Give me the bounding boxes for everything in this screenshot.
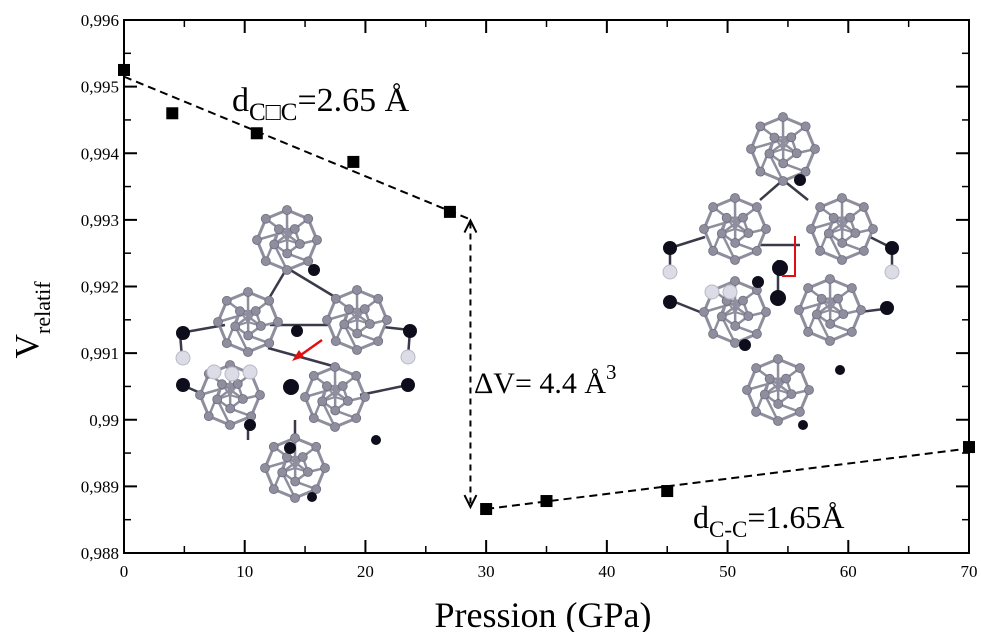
carborane-cage	[746, 112, 820, 186]
x-tick-label: 20	[357, 562, 374, 581]
carbon-atom	[880, 301, 894, 315]
carborane-cage	[252, 205, 322, 275]
carbon-atom	[283, 379, 299, 395]
bond-marker	[782, 236, 796, 277]
carbon-atom	[176, 326, 190, 340]
hydrogen-atom	[206, 364, 222, 380]
x-axis-title: Pression (GPa)	[435, 595, 652, 632]
carbon-atom	[772, 260, 788, 276]
y-tick-label: 0,988	[81, 544, 119, 563]
svg-text:Vrelatif: Vrelatif	[9, 281, 55, 359]
hydrogen-atom	[175, 350, 191, 366]
carborane-cage	[195, 360, 265, 430]
y-tick-label: 0,995	[81, 78, 119, 97]
hydrogen-atom	[400, 349, 416, 365]
y-axis-title: Vrelatif	[9, 281, 55, 359]
carborane-cage	[322, 285, 392, 355]
carbon-atom	[663, 295, 677, 309]
x-tick-label: 70	[961, 562, 978, 581]
x-tick-label: 50	[719, 562, 736, 581]
annotation-lower-d: dC-C=1.65Å	[693, 499, 845, 542]
data-point	[540, 495, 553, 508]
annotation-delta-v: ΔV= 4.4 Å3	[474, 360, 617, 400]
carborane-cage	[699, 193, 771, 265]
carbon-atom	[663, 241, 677, 255]
hydrogen-atom	[242, 364, 258, 380]
arrow-head-down	[463, 494, 478, 510]
carbon-atom	[307, 492, 317, 502]
fit-lines	[123, 75, 970, 511]
carborane-cage	[213, 287, 283, 357]
carbon-atom	[401, 378, 415, 392]
axes: 0 10 20 30 40 50 60 70 0,988 0,989 0,99 0,991 0,992 0…	[81, 11, 978, 581]
y-tick-label: 0,996	[81, 11, 119, 30]
hydrogen-atom	[884, 264, 900, 280]
carbon-atom	[885, 241, 899, 255]
y-tick-label: 0,99	[89, 411, 119, 430]
carbon-atom	[770, 290, 786, 306]
carborane-cage	[260, 433, 330, 503]
crystal-structure	[662, 112, 900, 430]
x-tick-label: 60	[840, 562, 857, 581]
data-point	[443, 205, 456, 218]
data-point	[250, 127, 263, 140]
fit-line	[486, 447, 970, 511]
crystal-structure	[175, 205, 417, 503]
carborane-cage	[794, 274, 866, 346]
carborane-cage	[300, 362, 370, 432]
arrow-head-up	[463, 218, 478, 233]
carbon-atom	[244, 419, 256, 431]
carbon-atom	[291, 325, 303, 337]
carbon-atom	[176, 378, 190, 392]
data-point	[963, 441, 975, 454]
molecular-structures	[175, 112, 900, 503]
hydrogen-atom	[662, 264, 678, 280]
y-tick-label: 0,993	[81, 211, 119, 230]
fit-line	[123, 75, 469, 220]
carbon-atom	[371, 435, 381, 445]
carbon-atom	[752, 276, 764, 288]
carborane-cage	[742, 354, 814, 426]
y-tick-label: 0,992	[81, 278, 119, 297]
carbon-atom	[739, 339, 751, 351]
carbon-atom	[403, 324, 417, 338]
carbon-atom	[798, 420, 808, 430]
annotation-upper-d: dC□C=2.65 Å	[232, 82, 410, 126]
y-tick-label: 0,989	[81, 477, 119, 496]
data-point	[480, 503, 493, 516]
hydrogen-atom	[722, 284, 738, 300]
data-points	[118, 63, 975, 516]
carbon-atom	[308, 264, 320, 276]
carbon-atom	[835, 365, 845, 375]
carbon-atom	[284, 442, 296, 454]
data-point	[166, 107, 179, 120]
y-tick-label: 0,994	[81, 144, 120, 163]
hydrogen-atom	[704, 284, 720, 300]
y-tick-label: 0,991	[81, 344, 119, 363]
x-tick-label: 40	[598, 562, 615, 581]
bond-arrow	[292, 338, 323, 361]
hydrogen-atom	[224, 366, 240, 382]
carborane-cage	[806, 193, 878, 265]
carbon-atom	[794, 174, 806, 186]
data-point	[118, 63, 130, 76]
data-point	[661, 485, 674, 498]
x-tick-label: 0	[120, 562, 129, 581]
data-point	[347, 155, 360, 168]
x-tick-label: 30	[478, 562, 495, 581]
x-tick-label: 10	[236, 562, 253, 581]
